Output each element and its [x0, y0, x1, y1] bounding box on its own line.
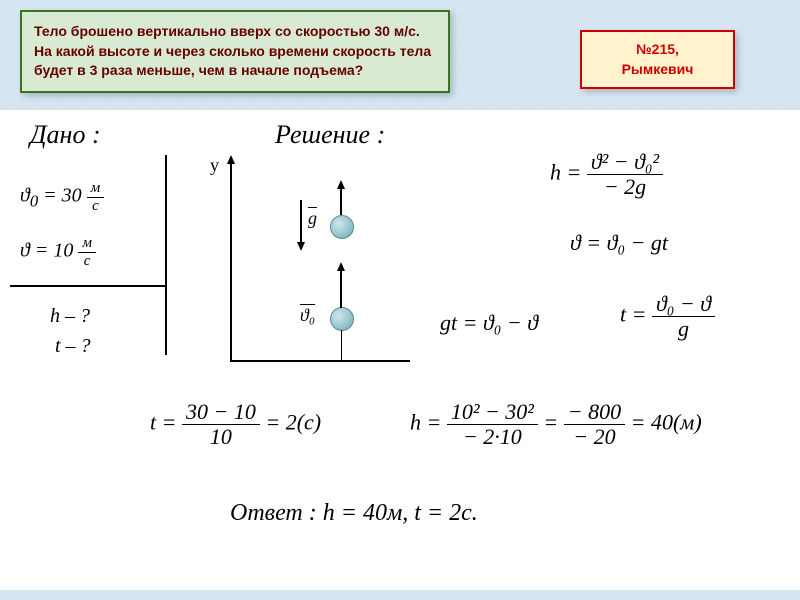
- eq-gt: gt = ϑ₀ − ϑ: [440, 310, 538, 336]
- eq-t-formula: t = ϑ₀ − ϑg: [620, 292, 715, 341]
- solution-heading: Решение :: [275, 120, 385, 150]
- problem-text: Тело брошено вертикально вверх со скорос…: [34, 23, 431, 78]
- g-vector: [300, 200, 302, 245]
- g-vector-arrow: [297, 242, 305, 251]
- y-label: у: [210, 155, 219, 176]
- y-axis: [230, 160, 232, 360]
- v0-label: ϑ₀: [300, 305, 315, 326]
- eq-h-formula: h = ϑ² − ϑ₀²− 2g: [550, 150, 663, 199]
- ball-upper-dir: [340, 185, 342, 215]
- g-label: g: [308, 208, 317, 229]
- reference-line1: №215,: [590, 40, 725, 60]
- solution-canvas: Дано : Решение : ϑ0 = 30 мс ϑ = 10 мс h …: [0, 110, 800, 590]
- reference-box: №215, Рымкевич: [580, 30, 735, 89]
- ball-lower: [330, 307, 354, 331]
- eq-t-calc: t = 30 − 1010 = 2(c): [150, 400, 321, 449]
- y-axis-arrow: [227, 155, 235, 164]
- ball-upper: [330, 215, 354, 239]
- reference-line2: Рымкевич: [590, 60, 725, 80]
- given-heading: Дано :: [30, 120, 101, 150]
- ground-line: [230, 360, 410, 362]
- eq-h-calc: h = 10² − 30²− 2·10 = − 800− 20 = 40(м): [410, 400, 702, 449]
- given-divider: [10, 285, 165, 287]
- v0-vector-arrow: [337, 262, 345, 271]
- problem-statement: Тело брошено вертикально вверх со скорос…: [20, 10, 450, 93]
- find-h: h – ?: [50, 305, 90, 328]
- given-vline: [165, 155, 167, 355]
- ball-upper-dir-arrow: [337, 180, 345, 189]
- given-v: ϑ = 10 мс: [20, 235, 96, 269]
- v0-stick: [341, 330, 343, 360]
- given-v0: ϑ0 = 30 мс: [20, 180, 104, 214]
- eq-v: ϑ = ϑ₀ − gt: [570, 230, 668, 256]
- find-t: t – ?: [55, 335, 91, 358]
- answer: Ответ : h = 40м, t = 2c.: [230, 500, 478, 527]
- v0-vector: [340, 268, 342, 308]
